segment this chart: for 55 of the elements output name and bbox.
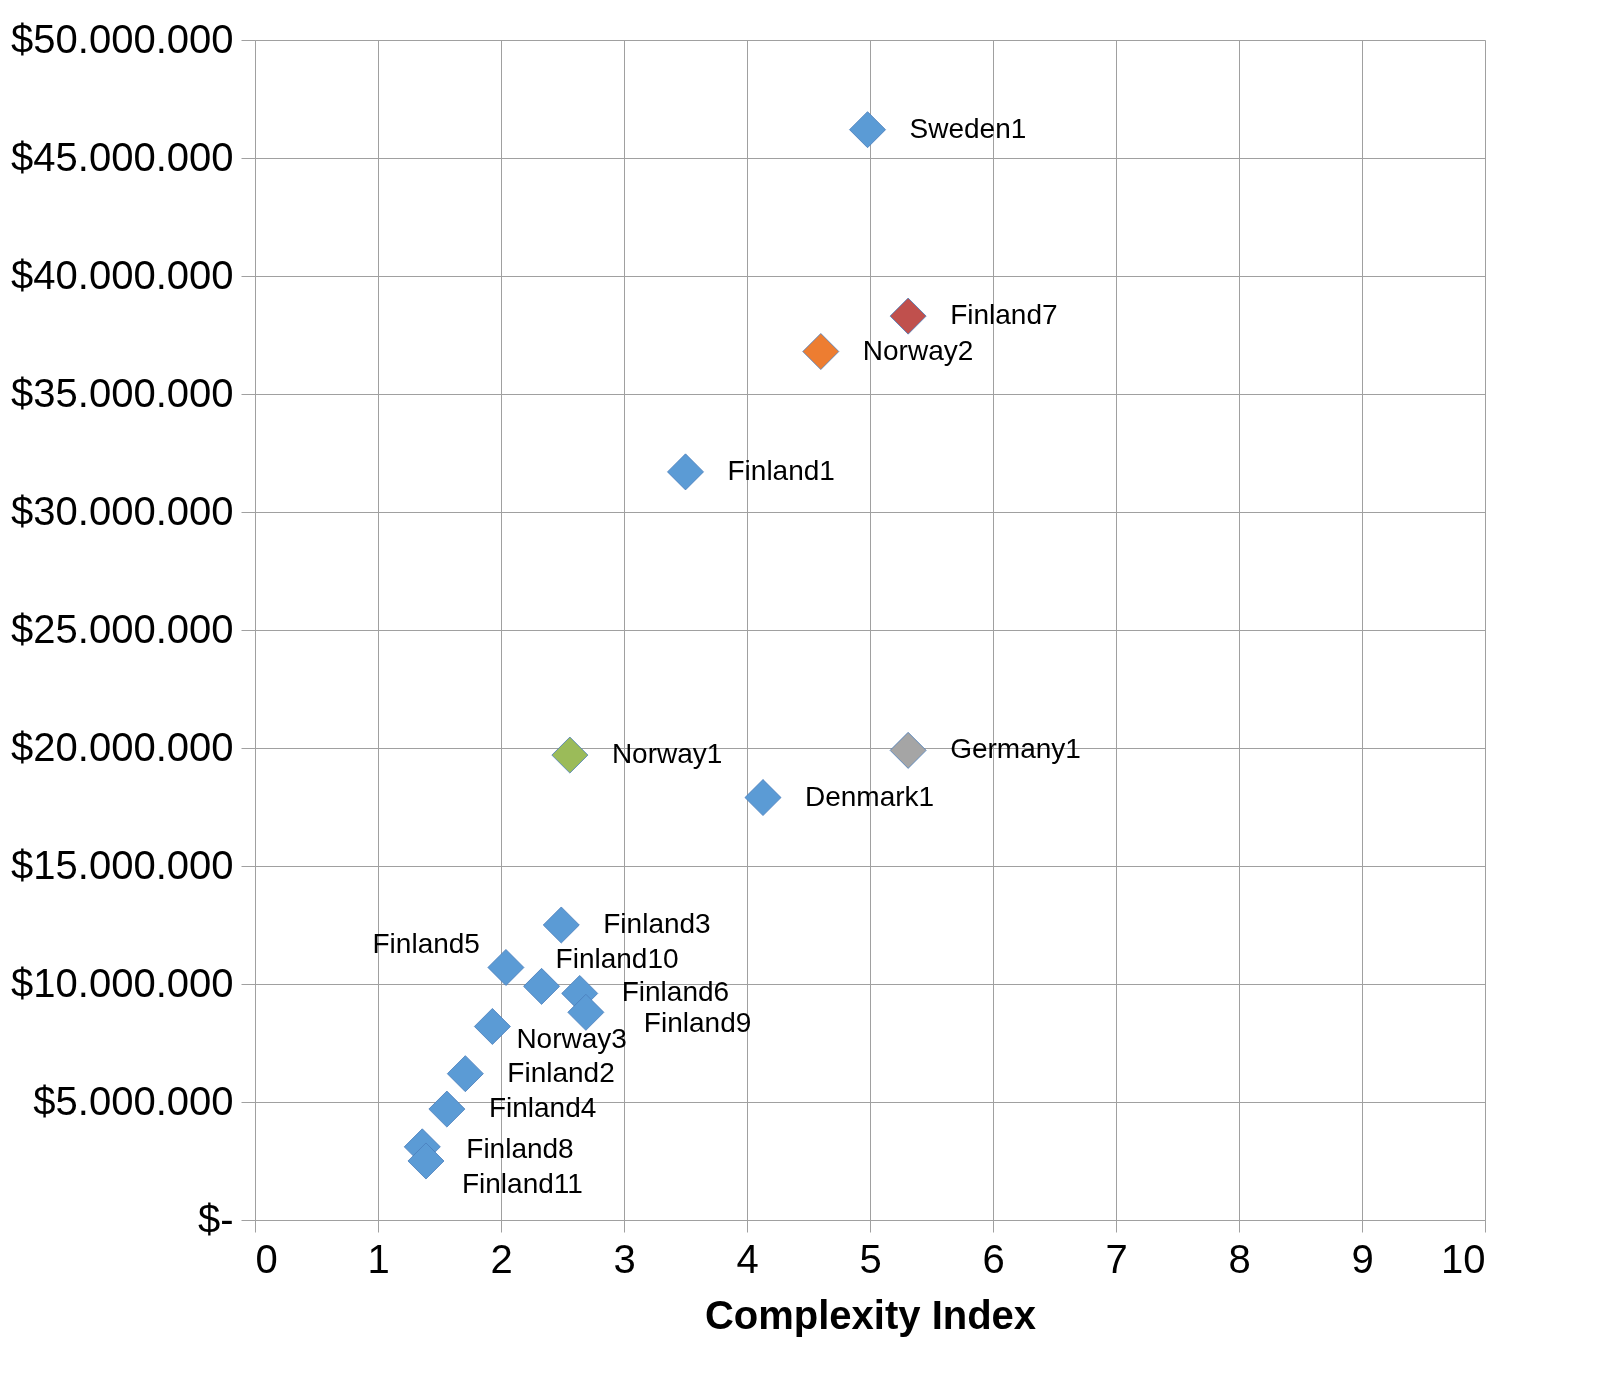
annotation: Finland1 (727, 454, 835, 486)
y-tick-label: $50.000.000 (11, 16, 234, 61)
point (542, 906, 580, 944)
y-tick-label: $30.000.000 (11, 488, 234, 533)
point (849, 111, 886, 149)
y-tick-label: $10.000.000 (11, 960, 234, 1005)
x-tick-label: 7 (1105, 1236, 1128, 1281)
annotation: Finland5 (372, 928, 480, 960)
point (889, 731, 927, 769)
annotation: Finland11 (461, 1168, 583, 1199)
x-tick-label: 8 (1228, 1236, 1251, 1281)
annotation: Finland3 (603, 908, 711, 939)
annotation: Finland2 (507, 1056, 615, 1088)
point (446, 1055, 484, 1093)
annotation: Finland9 (643, 1007, 752, 1039)
point (802, 333, 840, 370)
annotation: Finland6 (621, 976, 730, 1008)
x-tick-label: 3 (613, 1236, 636, 1281)
point (428, 1090, 466, 1128)
x-tick-label: 10 (1441, 1236, 1486, 1281)
x-tick-label: 4 (736, 1236, 759, 1281)
point (473, 1008, 511, 1045)
x-tick-label: 5 (859, 1236, 882, 1281)
x-tick-label: 2 (490, 1236, 513, 1281)
y-tick-label: $45.000.000 (11, 134, 234, 179)
y-tick-label: $5.000.000 (33, 1078, 234, 1123)
point (551, 736, 589, 774)
y-tick-label: $40.000.000 (11, 252, 234, 297)
annotation: Norway3 (516, 1023, 627, 1055)
point (889, 297, 927, 335)
annotation: Norway1 (611, 738, 723, 770)
annotation: Denmark1 (804, 780, 935, 812)
x-tick-label: 9 (1351, 1236, 1374, 1281)
annotation: Finland7 (950, 299, 1058, 331)
point (567, 993, 605, 1031)
annotation: Finland8 (466, 1132, 574, 1164)
y-tick-label: $15.000.000 (11, 842, 234, 887)
y-tick-label: $35.000.000 (11, 370, 234, 415)
x-tick-label: 0 (255, 1236, 278, 1281)
point (407, 1142, 445, 1180)
annotation: Finland4 (488, 1092, 597, 1124)
annotation: Finland10 (555, 943, 679, 975)
annotation: Norway2 (862, 334, 974, 366)
annotation: Sweden1 (909, 112, 1027, 144)
point (667, 453, 704, 491)
point (487, 949, 525, 986)
y-tick-label: $- (197, 1196, 234, 1241)
x-tick-label: 1 (367, 1236, 390, 1281)
x-axis-title: Complexity Index (704, 1292, 1037, 1337)
y-tick-label: $20.000.000 (11, 724, 234, 769)
x-tick-label: 6 (982, 1236, 1005, 1281)
point (744, 779, 782, 816)
y-tick-label: $25.000.000 (11, 606, 234, 651)
annotation: Germany1 (950, 733, 1081, 765)
point (523, 967, 561, 1005)
